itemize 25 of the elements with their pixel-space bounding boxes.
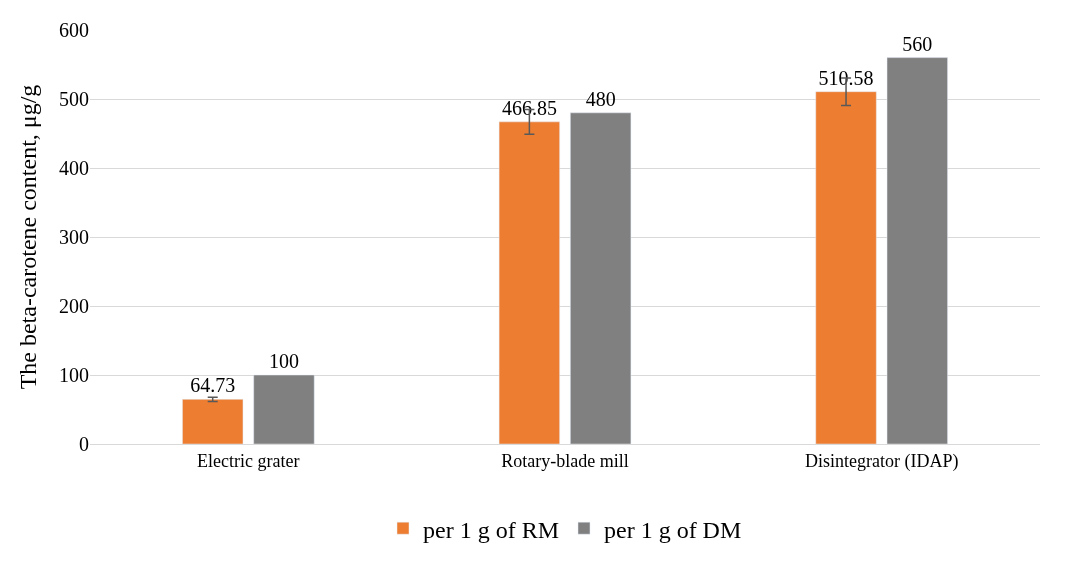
y-tick-label: 100 (59, 364, 89, 386)
x-tick-label: Rotary-blade mill (501, 450, 629, 471)
legend-label: per 1 g of DM (603, 516, 742, 543)
y-tick-label: 500 (59, 88, 89, 110)
y-tick-label: 0 (79, 433, 89, 455)
legend-label: per 1 g of RM (423, 516, 559, 543)
y-tick-label: 300 (59, 226, 89, 248)
y-tick-label: 400 (59, 157, 89, 179)
bar (182, 399, 244, 444)
data-label: 100 (268, 350, 299, 372)
data-label: 466.85 (501, 96, 557, 119)
data-label: 510.58 (818, 66, 874, 89)
bar (570, 112, 632, 444)
data-label: 480 (585, 87, 616, 110)
bar (815, 91, 877, 444)
x-tick-label: Electric grater (197, 450, 300, 471)
x-tick-label: Disintegrator (IDAP) (804, 450, 959, 472)
y-tick-label: 600 (59, 19, 89, 41)
data-label: 64.73 (190, 374, 236, 397)
bar (253, 374, 315, 444)
bar (886, 57, 948, 444)
data-label: 560 (902, 32, 933, 55)
y-tick-label: 200 (59, 295, 89, 317)
bar (498, 121, 560, 444)
y-axis-title: The beta-carotene content, μg/g (15, 84, 42, 390)
